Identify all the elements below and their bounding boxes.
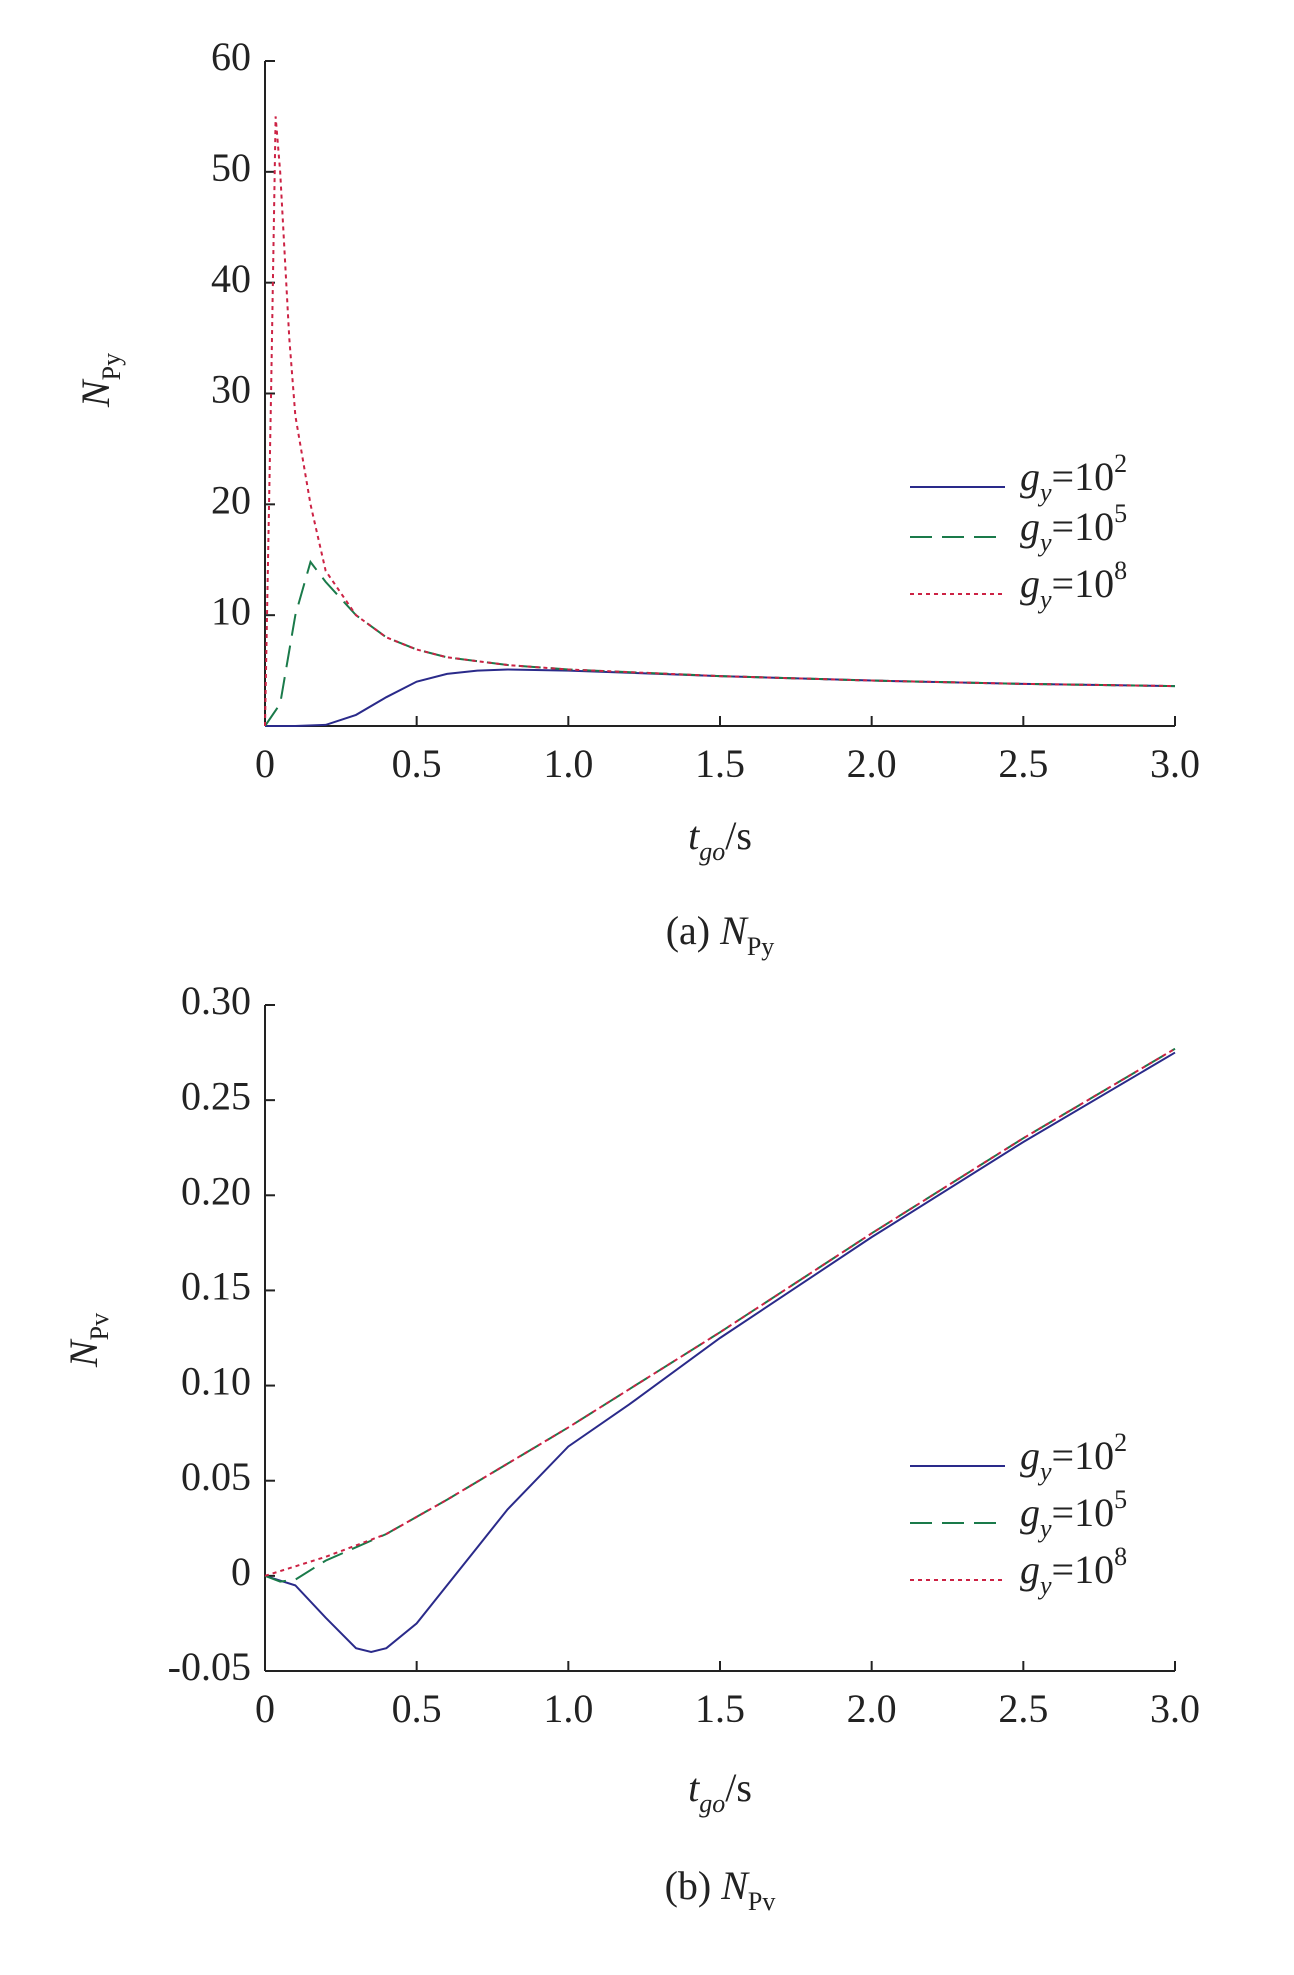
series-line [264,559,1176,727]
caption-prefix: (b) [665,1863,712,1908]
legend-sup: 2 [1114,449,1127,478]
y-axis-label: NPv [61,1313,114,1368]
x-tick-label: 3.0 [1150,741,1200,786]
legend-sup: 5 [1114,1485,1127,1514]
x-axis-label: tgo/s [688,813,752,866]
legend-label: gy=102 [1020,1428,1127,1486]
y-tick-label: 40 [211,256,251,301]
y-tick-label: 0.15 [181,1264,251,1309]
y-tick-label: 0.10 [181,1359,251,1404]
legend-base: =10 [1052,1547,1115,1592]
series-line [264,1051,1176,1654]
x-tick-label: 2.0 [847,1686,897,1731]
legend-symbol: g [1020,561,1040,606]
x-label-symbol: t [688,1765,700,1810]
y-tick-label: 20 [211,478,251,523]
legend-sup: 8 [1114,1542,1127,1571]
series-line [264,1047,1176,1577]
caption-sub: Py [747,932,774,961]
y-tick-label: 30 [211,367,251,412]
legend-symbol: g [1020,1490,1040,1535]
legend-sup: 5 [1114,499,1127,528]
y-tick-label: -0.05 [168,1644,251,1689]
y-tick-label: 10 [211,588,251,633]
y-label-symbol: N [73,378,118,408]
legend-sub: y [1037,585,1052,614]
legend-base: =10 [1052,504,1115,549]
legend-sub: y [1037,1571,1052,1600]
caption: (b) NPv [665,1863,776,1916]
legend-sup: 8 [1114,556,1127,585]
y-label-sub: Py [97,353,126,380]
series-line [264,116,1176,727]
legend-label: gy=102 [1020,449,1127,507]
x-label-unit: /s [725,1765,752,1810]
legend-base: =10 [1052,561,1115,606]
x-tick-label: 1.0 [543,1686,593,1731]
y-tick-label: 0 [231,1549,251,1594]
legend-symbol: g [1020,504,1040,549]
y-tick-label: 0.30 [181,978,251,1023]
legend-sub: y [1037,478,1052,507]
legend-sup: 2 [1114,1428,1127,1457]
x-label-sub: go [699,837,725,866]
x-label-sub: go [699,1789,725,1818]
x-tick-label: 2.5 [998,1686,1048,1731]
y-tick-label: 0.05 [181,1454,251,1499]
y-tick-label: 50 [211,145,251,190]
caption-symbol: N [719,908,749,953]
legend-label: gy=108 [1020,1542,1127,1600]
x-tick-label: 1.5 [695,1686,745,1731]
y-axis-label: NPy [73,353,126,408]
legend-sub: y [1037,528,1052,557]
x-label-unit: /s [725,813,752,858]
x-tick-label: 2.0 [847,741,897,786]
y-tick-label: 0.25 [181,1073,251,1118]
legend-symbol: g [1020,454,1040,499]
legend-label: gy=105 [1020,499,1127,557]
x-label-symbol: t [688,813,700,858]
x-tick-label: 2.5 [998,741,1048,786]
legend-label: gy=108 [1020,556,1127,614]
caption-symbol: N [720,1863,750,1908]
y-label-sub: Pv [85,1313,114,1340]
y-label-symbol: N [61,1338,106,1368]
legend-base: =10 [1052,454,1115,499]
legend-sub: y [1037,1514,1052,1543]
legend-base: =10 [1052,1490,1115,1535]
legend-label: gy=105 [1020,1485,1127,1543]
x-tick-label: 0.5 [392,1686,442,1731]
x-tick-label: 3.0 [1150,1686,1200,1731]
caption-prefix: (a) [666,908,710,953]
y-tick-label: 0.20 [181,1168,251,1213]
x-tick-label: 1.0 [543,741,593,786]
x-tick-label: 0 [255,741,275,786]
x-tick-label: 0.5 [392,741,442,786]
y-tick-label: 60 [211,34,251,79]
x-tick-label: 0 [255,1686,275,1731]
legend-base: =10 [1052,1433,1115,1478]
x-tick-label: 1.5 [695,741,745,786]
series-line [264,1047,1176,1583]
caption: (a) NPy [666,908,775,961]
legend-sub: y [1037,1457,1052,1486]
caption-sub: Pv [748,1887,775,1916]
x-axis-label: tgo/s [688,1765,752,1818]
legend-symbol: g [1020,1433,1040,1478]
legend-symbol: g [1020,1547,1040,1592]
